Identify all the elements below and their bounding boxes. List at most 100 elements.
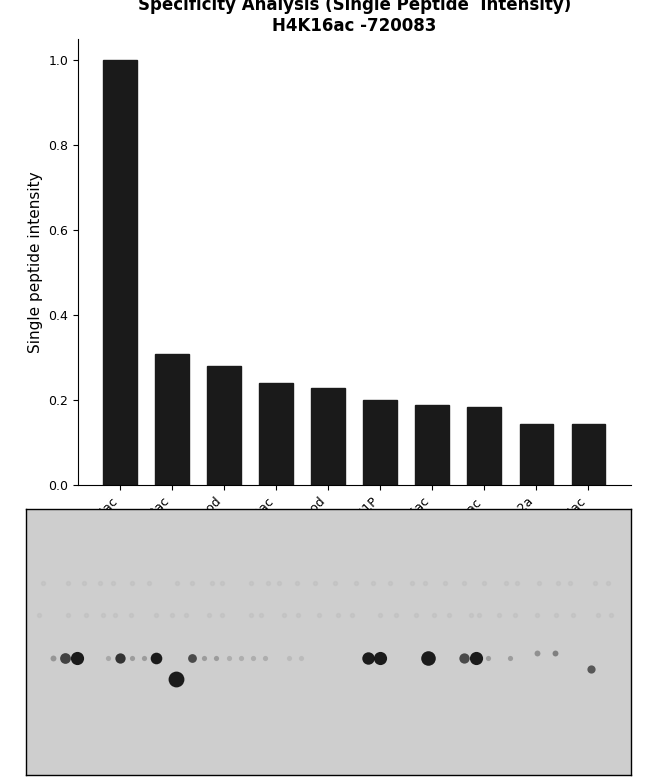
Point <box>151 609 162 622</box>
Point <box>428 609 439 622</box>
X-axis label: Modification: Modification <box>307 562 401 577</box>
Point <box>478 577 489 590</box>
Bar <box>207 366 241 485</box>
Point <box>235 651 246 664</box>
Point <box>144 577 154 590</box>
Point <box>72 651 83 664</box>
Point <box>98 609 108 622</box>
Bar <box>155 354 189 485</box>
Point <box>207 577 217 590</box>
Point <box>510 609 521 622</box>
Point <box>263 577 273 590</box>
Point <box>62 577 73 590</box>
Point <box>459 651 469 664</box>
Bar <box>415 405 449 485</box>
Point <box>474 609 484 622</box>
Point <box>586 662 597 675</box>
Point <box>603 577 614 590</box>
Point <box>391 609 401 622</box>
Point <box>181 609 191 622</box>
Bar <box>571 424 605 485</box>
Bar <box>259 384 293 485</box>
Point <box>211 651 222 664</box>
Point <box>48 651 58 664</box>
Point <box>114 651 125 664</box>
Point <box>483 651 493 664</box>
Point <box>246 609 256 622</box>
Point <box>151 651 161 664</box>
Bar <box>363 400 397 485</box>
Point <box>280 609 290 622</box>
Bar <box>519 424 553 485</box>
Point <box>419 577 430 590</box>
Point <box>593 609 603 622</box>
Point <box>314 609 324 622</box>
Point <box>565 577 575 590</box>
Point <box>79 577 89 590</box>
Point <box>187 651 198 664</box>
Point <box>296 651 306 664</box>
Point <box>224 651 234 664</box>
Point <box>550 647 560 659</box>
Point <box>284 651 294 664</box>
Point <box>385 577 395 590</box>
Point <box>374 609 385 622</box>
Point <box>171 673 181 686</box>
Point <box>512 577 523 590</box>
Point <box>605 609 616 622</box>
Point <box>199 651 209 664</box>
Point <box>439 577 450 590</box>
Point <box>493 609 504 622</box>
Point <box>553 577 564 590</box>
Point <box>374 651 385 664</box>
Title: Specificity Analysis (Single Peptide  Intensity)
H4K16ac -720083: Specificity Analysis (Single Peptide Int… <box>138 0 571 34</box>
Point <box>246 577 257 590</box>
Point <box>567 609 578 622</box>
Point <box>127 651 137 664</box>
Point <box>551 609 561 622</box>
Point <box>292 577 302 590</box>
Point <box>108 577 118 590</box>
Point <box>81 609 92 622</box>
Point <box>256 609 266 622</box>
Point <box>166 609 177 622</box>
Point <box>310 577 320 590</box>
Point <box>34 609 44 622</box>
Point <box>534 577 545 590</box>
Point <box>274 577 284 590</box>
Point <box>500 577 511 590</box>
Point <box>465 609 476 622</box>
Point <box>407 577 417 590</box>
Point <box>103 651 113 664</box>
Point <box>216 577 227 590</box>
Point <box>60 651 70 664</box>
Point <box>172 577 182 590</box>
Point <box>125 609 136 622</box>
Point <box>422 651 433 664</box>
Y-axis label: Single peptide intensity: Single peptide intensity <box>28 171 43 353</box>
Point <box>110 609 120 622</box>
Point <box>471 651 482 664</box>
Point <box>127 577 137 590</box>
Point <box>95 577 105 590</box>
Bar <box>467 407 501 485</box>
Point <box>38 577 48 590</box>
Point <box>590 577 601 590</box>
Point <box>504 651 515 664</box>
Bar <box>103 60 137 485</box>
Bar <box>311 388 345 485</box>
Point <box>532 647 542 659</box>
Point <box>138 651 149 664</box>
Point <box>62 609 73 622</box>
Point <box>351 577 361 590</box>
Point <box>411 609 421 622</box>
Point <box>187 577 197 590</box>
Point <box>368 577 378 590</box>
Point <box>346 609 357 622</box>
Point <box>259 651 270 664</box>
Point <box>216 609 227 622</box>
Point <box>330 577 340 590</box>
Point <box>443 609 454 622</box>
Point <box>532 609 542 622</box>
Point <box>248 651 258 664</box>
